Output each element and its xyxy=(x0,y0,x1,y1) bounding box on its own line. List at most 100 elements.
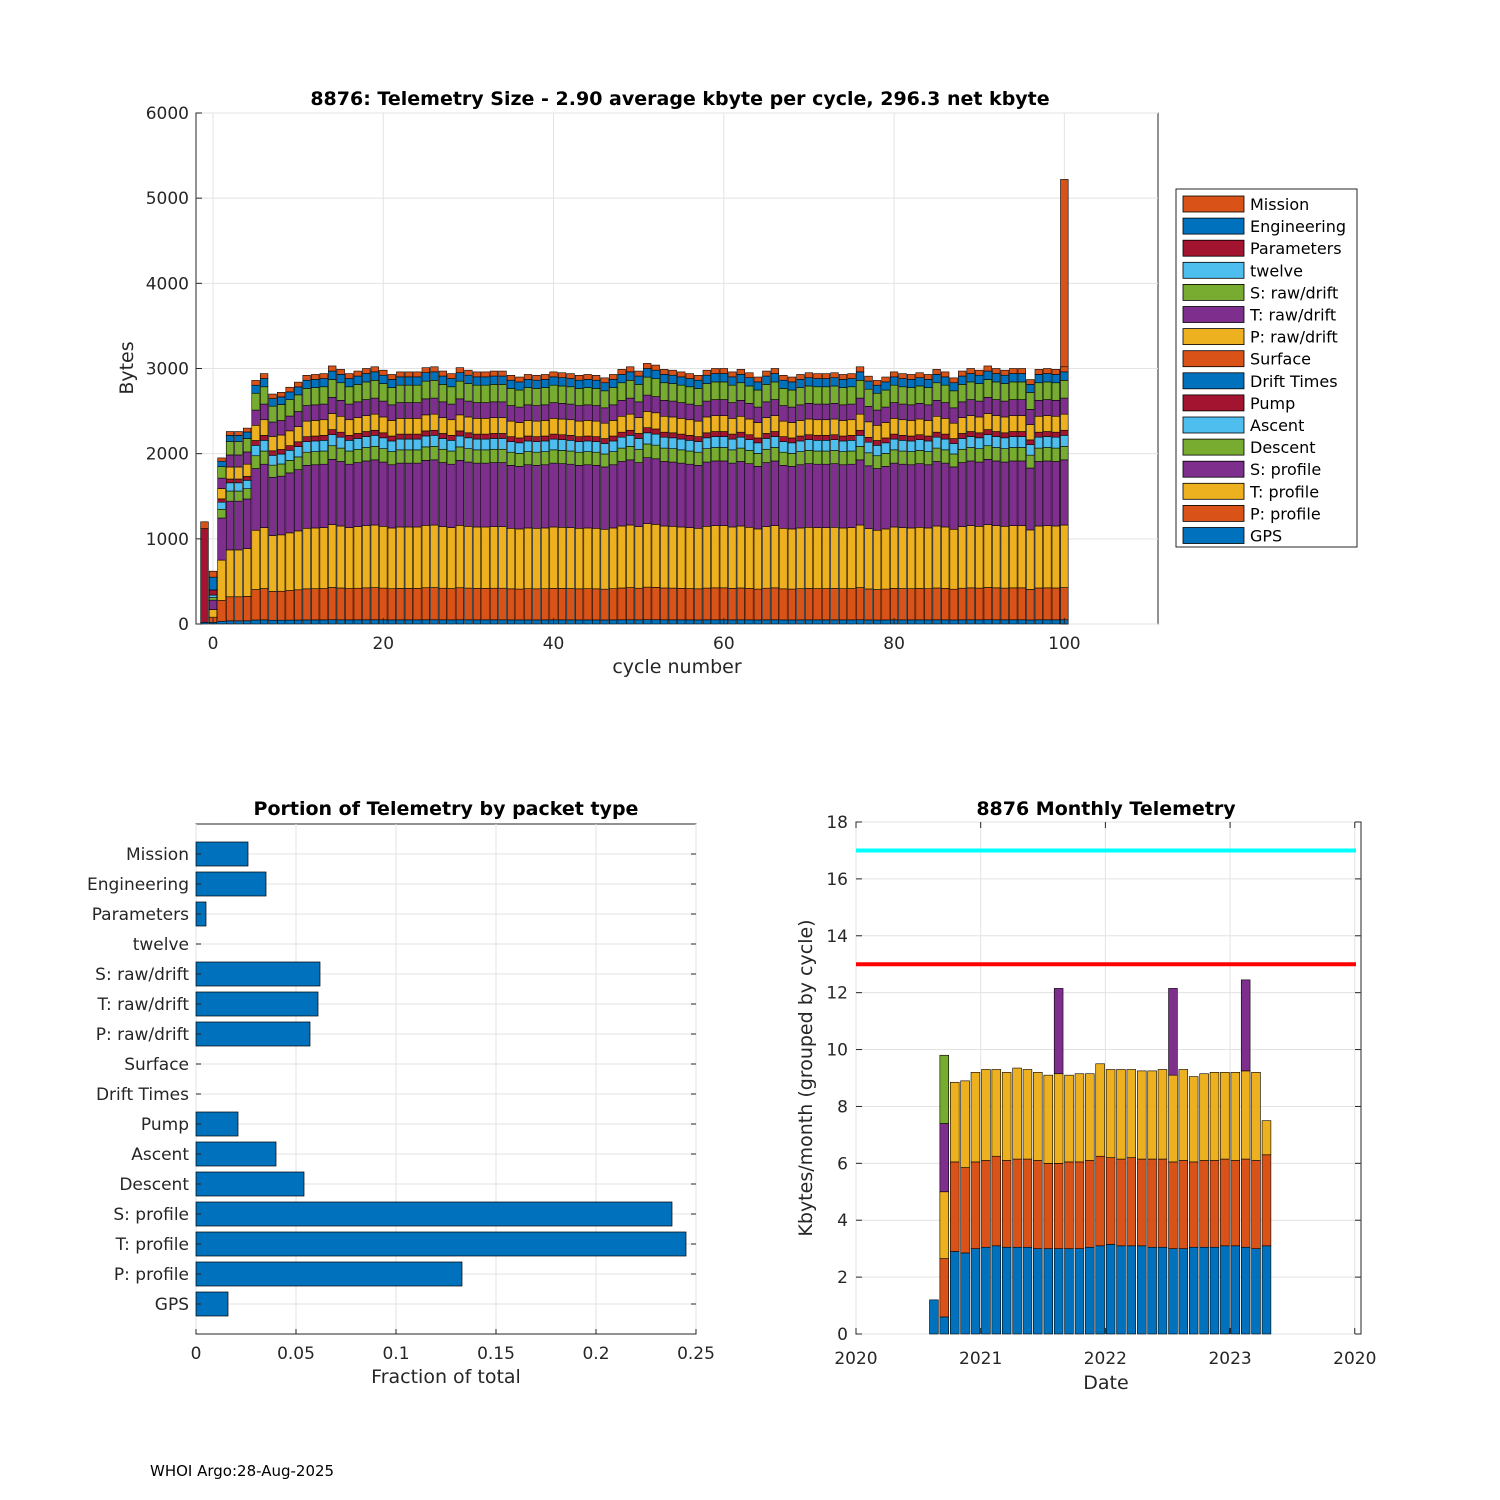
plot1-bar-segment xyxy=(353,438,362,450)
plot1-bar-segment xyxy=(540,404,550,421)
plot1-bar-segment xyxy=(745,619,754,625)
plot1-bar-segment xyxy=(328,434,337,447)
plot1-bar-segment xyxy=(498,587,507,621)
plot1-bar-segment xyxy=(660,525,669,589)
plot1-bar-segment xyxy=(975,448,984,463)
plot1-bar-segment xyxy=(498,370,507,377)
plot1-bar-segment xyxy=(294,530,303,591)
plot1-bar-segment xyxy=(634,438,643,450)
plot1-bar-segment xyxy=(515,406,524,423)
plot1-bar-segment xyxy=(506,436,516,442)
plot1-bar-segment xyxy=(626,619,635,625)
plot1-bar-segment xyxy=(830,377,839,387)
plot1-bar-segment xyxy=(872,409,882,426)
plot1-bar-segment xyxy=(1009,368,1018,374)
plot1-bar-segment xyxy=(353,526,362,589)
plot1-bar-segment xyxy=(702,437,711,449)
plot1-bar-segment xyxy=(941,402,950,419)
plot1-bar-segment xyxy=(430,413,439,431)
plot1-bar-segment xyxy=(285,415,294,432)
plot1-bar-segment xyxy=(387,527,396,590)
plot1-bar-segment xyxy=(277,420,286,436)
plot1-bar-segment xyxy=(396,371,405,378)
plot1-bar-segment xyxy=(464,461,473,527)
plot1-bar-segment xyxy=(966,399,975,416)
plot1-bar-segment xyxy=(651,369,660,380)
plot1-bar-segment xyxy=(328,379,337,398)
plot1-bar-segment xyxy=(787,381,797,391)
plot1-bar-segment xyxy=(234,431,243,436)
plot1-bar-segment xyxy=(311,404,320,421)
plot1-bar-segment xyxy=(787,528,797,590)
plot1-bar-segment xyxy=(864,452,873,467)
plot1-bar-segment xyxy=(583,527,592,590)
plot3-bar-segment xyxy=(1157,1069,1168,1160)
plot1-bar-segment xyxy=(992,373,1001,383)
plot3-bar-segment xyxy=(1157,1158,1168,1248)
plot1-bar-segment xyxy=(889,449,899,464)
plot1-bar-segment xyxy=(889,418,899,435)
plot1-bar-segment xyxy=(924,451,933,466)
plot1-bar-segment xyxy=(481,433,490,440)
plot1-bar-segment xyxy=(660,415,669,433)
plot1-bar-segment xyxy=(804,619,814,625)
plot1-legend-label: P: raw/drift xyxy=(1250,328,1338,347)
plot1-bar-segment xyxy=(983,459,992,525)
plot1-bar-segment xyxy=(966,431,975,437)
plot1-bar-segment xyxy=(362,373,371,383)
plot1-bar-segment xyxy=(549,449,558,464)
plot1-bar-segment xyxy=(277,453,286,465)
plot1-bar-segment xyxy=(362,431,371,437)
plot1-bar-segment xyxy=(787,376,797,383)
plot1-bar-segment xyxy=(924,404,933,421)
plot1-bar-segment xyxy=(1026,619,1035,625)
plot3-bar-segment xyxy=(1230,1245,1241,1335)
plot1-bar-segment xyxy=(379,432,388,439)
plot3-bar-segment xyxy=(1199,1160,1209,1248)
plot3-bar-segment xyxy=(1230,1072,1241,1161)
plot1-bar-segment xyxy=(813,378,822,388)
plot1-bar-segment xyxy=(821,435,831,441)
plot1-bar-segment xyxy=(915,372,924,379)
plot1-bar-segment xyxy=(1000,526,1009,589)
plot1-bar-segment xyxy=(728,376,737,386)
plot1-bar-segment xyxy=(872,445,882,457)
plot1-bar-segment xyxy=(881,376,890,383)
plot1-bar-segment xyxy=(932,382,941,401)
plot1-bar-segment xyxy=(992,447,1001,462)
plot1-bar-segment xyxy=(983,587,992,621)
plot3-bar-segment xyxy=(1105,1069,1116,1158)
plot1-bar-segment xyxy=(362,587,371,621)
plot1-bar-segment xyxy=(472,384,482,403)
plot1-bar-segment xyxy=(302,375,311,381)
plot1-bar-segment xyxy=(404,462,413,528)
plot1-bar-segment xyxy=(685,435,694,441)
plot1-bar-segment xyxy=(370,397,379,415)
plot1-bar-segment xyxy=(311,435,320,442)
plot1-bar-segment xyxy=(379,461,388,527)
plot1-bar-segment xyxy=(958,375,967,385)
plot1-xtick-label: 0 xyxy=(208,634,219,654)
plot1-bar-segment xyxy=(796,619,805,625)
plot1-bar-segment xyxy=(481,438,490,451)
plot1-bar-segment xyxy=(872,392,882,411)
plot1-bar-segment xyxy=(302,420,311,437)
plot1-bar-segment xyxy=(319,450,328,465)
plot1-bar-segment xyxy=(1051,415,1060,433)
plot1-bar-segment xyxy=(217,498,226,503)
plot1-bar-segment xyxy=(736,587,745,621)
plot1-bar-segment xyxy=(983,397,992,414)
plot1-bar-segment xyxy=(992,587,1001,621)
plot2-category-label: Descent xyxy=(119,1175,189,1195)
plot1-bar-segment xyxy=(881,437,890,444)
plot1-bar-segment xyxy=(796,527,805,590)
plot1-bar-segment xyxy=(268,421,277,437)
plot1-bar-segment xyxy=(540,619,550,625)
plot1-bar-segment xyxy=(1000,432,1009,439)
plot1-bar-segment xyxy=(557,418,567,436)
plot1-bar-segment xyxy=(992,381,1001,400)
plot3-bar-segment xyxy=(991,1069,1001,1157)
plot1-bar-segment xyxy=(515,453,524,467)
plot1-bar-segment xyxy=(1009,415,1018,432)
plot1-bar-segment xyxy=(285,450,294,461)
